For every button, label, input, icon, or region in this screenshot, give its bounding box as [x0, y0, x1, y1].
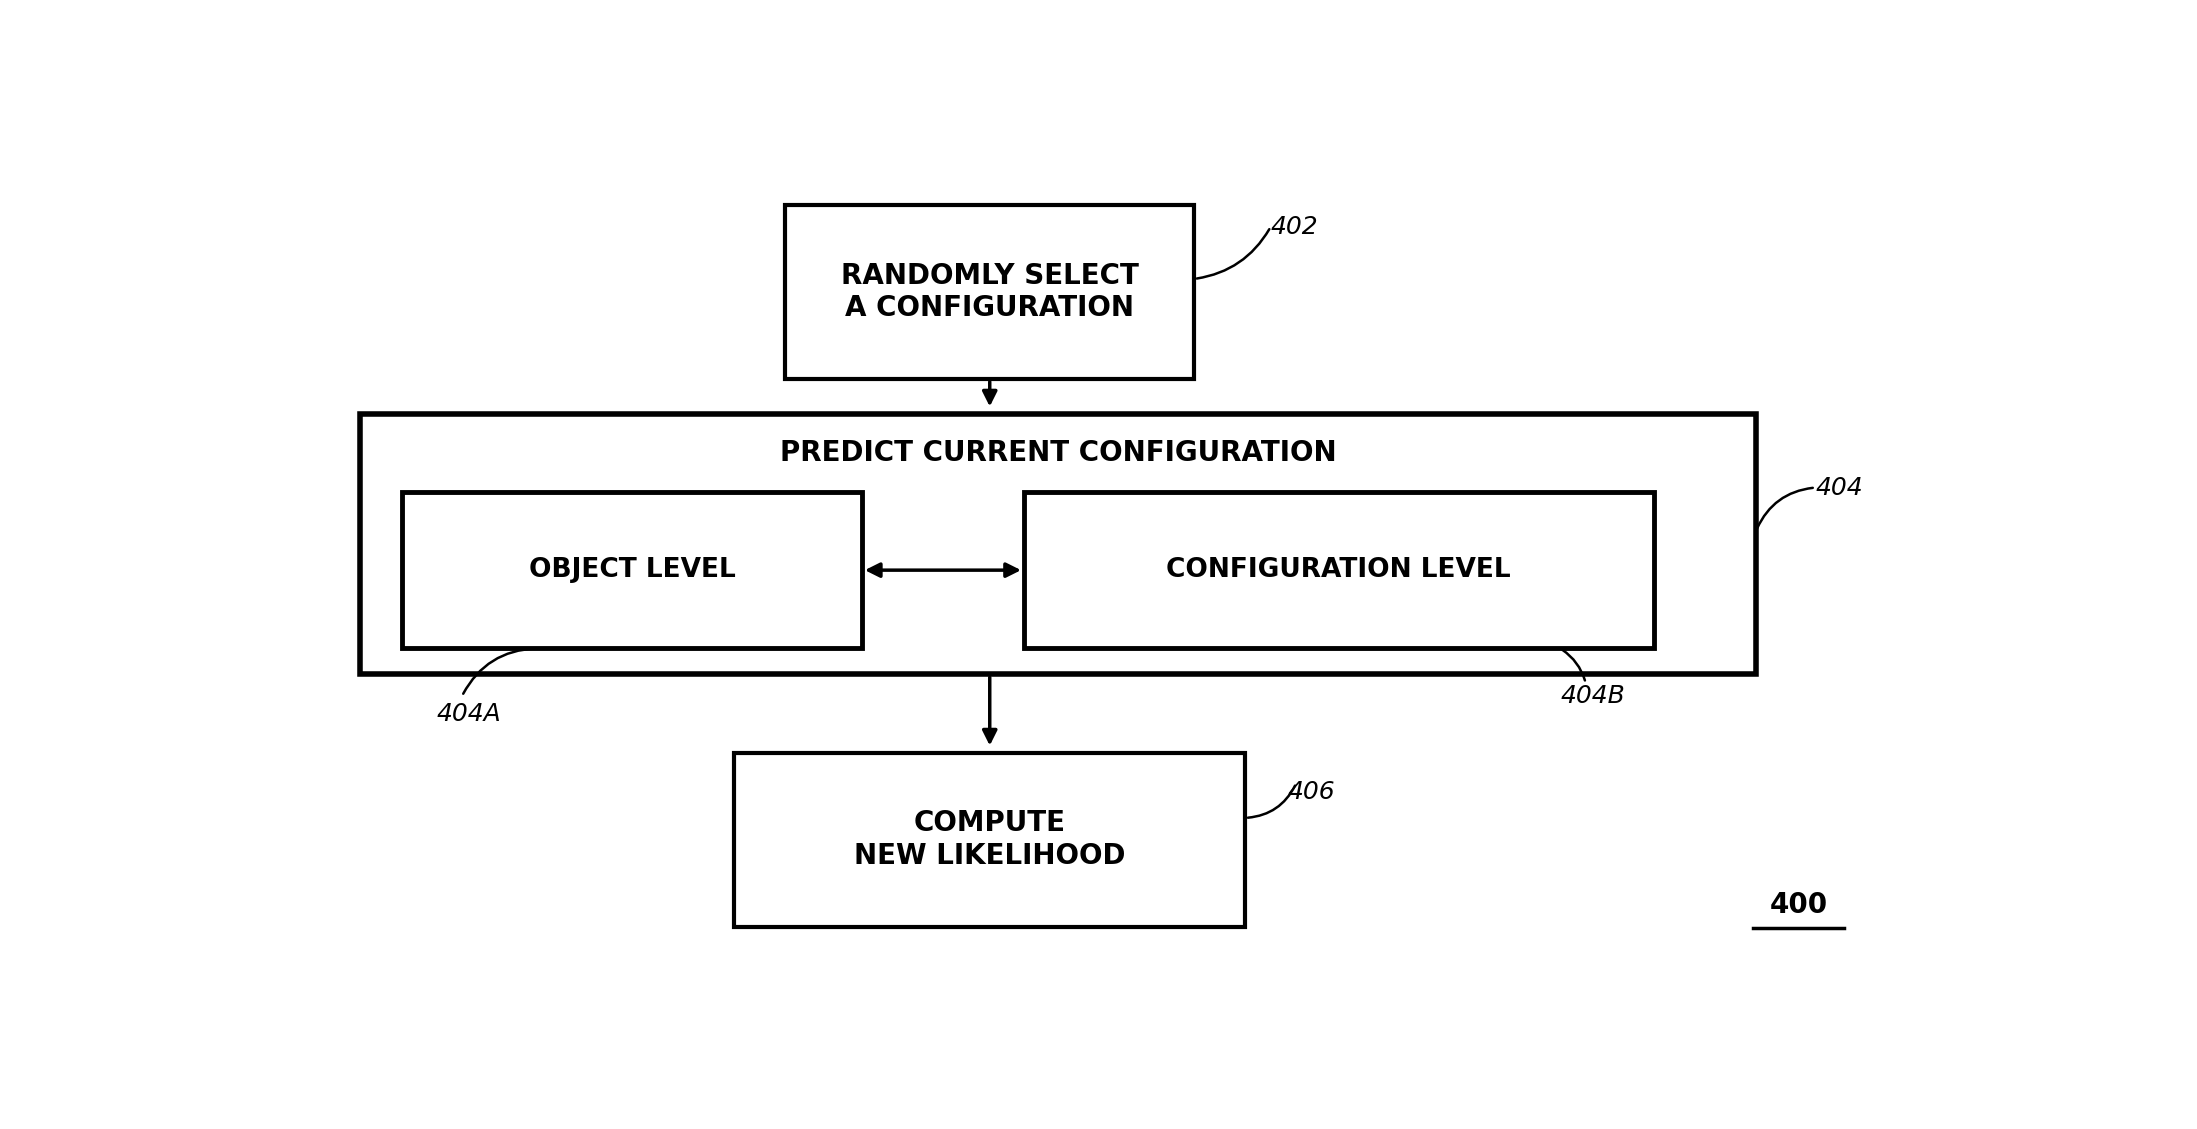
Text: 400: 400: [1769, 891, 1828, 919]
Text: COMPUTE
NEW LIKELIHOOD: COMPUTE NEW LIKELIHOOD: [855, 809, 1125, 869]
Text: 402: 402: [1270, 215, 1318, 238]
FancyBboxPatch shape: [787, 205, 1195, 379]
Text: PREDICT CURRENT CONFIGURATION: PREDICT CURRENT CONFIGURATION: [780, 439, 1336, 466]
FancyBboxPatch shape: [1024, 492, 1654, 648]
Text: 404: 404: [1815, 475, 1863, 499]
Text: 404A: 404A: [437, 701, 501, 726]
FancyBboxPatch shape: [360, 413, 1755, 674]
Text: OBJECT LEVEL: OBJECT LEVEL: [529, 557, 736, 584]
Text: RANDOMLY SELECT
A CONFIGURATION: RANDOMLY SELECT A CONFIGURATION: [841, 262, 1138, 322]
FancyBboxPatch shape: [402, 492, 861, 648]
FancyBboxPatch shape: [734, 753, 1246, 927]
Text: 404B: 404B: [1560, 684, 1626, 708]
Text: CONFIGURATION LEVEL: CONFIGURATION LEVEL: [1167, 557, 1512, 584]
Text: 406: 406: [1287, 780, 1336, 804]
